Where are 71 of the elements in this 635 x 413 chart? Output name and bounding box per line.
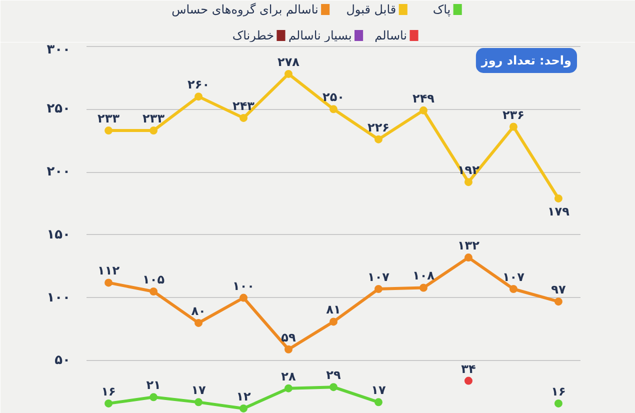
- point: [330, 383, 338, 392]
- point: [284, 70, 293, 78]
- point: [104, 278, 113, 287]
- data-label: ۱۰۰: [232, 278, 255, 293]
- data-label: ۱۷: [191, 383, 207, 398]
- point: [554, 399, 562, 408]
- data-label: ۸۰: [191, 304, 206, 318]
- point: [150, 393, 158, 402]
- point: [150, 126, 158, 135]
- data-label: ۳۴: [461, 362, 476, 376]
- data-label: ۱۰۸: [412, 268, 436, 283]
- point: [194, 318, 203, 327]
- point: [374, 135, 382, 144]
- data-label: ۲۹: [326, 368, 342, 382]
- y-tick-label: ۳۰۰: [46, 42, 71, 58]
- data-label: ۱۶: [101, 384, 116, 398]
- point: [240, 114, 248, 122]
- point: [150, 288, 158, 296]
- legend-label: قابل قبول: [346, 2, 396, 16]
- point: [554, 194, 562, 202]
- point: [104, 126, 113, 135]
- point: [509, 122, 518, 131]
- data-label: ۲۳۳: [142, 112, 166, 126]
- point: [419, 106, 428, 114]
- data-label: ۱۰۵: [142, 272, 165, 287]
- data-label: ۹۷: [551, 282, 566, 297]
- point: [374, 398, 382, 406]
- point: [240, 404, 248, 412]
- data-label: ۲۱: [146, 378, 161, 392]
- point: [330, 318, 338, 326]
- point: [194, 92, 203, 101]
- data-label: ۱۷۹: [547, 204, 570, 218]
- data-label: ۱۳۲: [457, 238, 480, 253]
- legend-label: ناسالم برای گروه‌های حساس: [172, 2, 318, 16]
- point: [284, 384, 293, 392]
- data-label: ۱۱۲: [98, 264, 120, 278]
- point: [284, 345, 293, 354]
- point: [509, 285, 518, 293]
- point: [464, 376, 472, 385]
- point: [464, 178, 472, 186]
- point: [240, 294, 248, 302]
- data-label: ۲۴۹: [412, 91, 436, 106]
- y-tick-label: ۲۵۰: [46, 102, 71, 117]
- data-label: ۲۴۳: [232, 98, 256, 113]
- y-tick-label: ۱۵۰: [46, 227, 71, 242]
- data-label: ۲۲۶: [368, 120, 390, 134]
- point: [194, 398, 203, 406]
- data-label: ۲۳۳: [98, 112, 120, 126]
- data-label: ۲۸: [281, 369, 297, 384]
- data-label: ۱۶: [551, 384, 566, 398]
- point: [554, 298, 562, 306]
- data-label: ۱۷: [371, 383, 386, 398]
- y-tick-label: ۲۰۰: [46, 164, 71, 180]
- point: [374, 285, 382, 293]
- data-label: ۲۳۶: [502, 108, 524, 122]
- annotation: واحد: تعداد روز: [480, 54, 572, 68]
- legend-label: پاک: [432, 2, 451, 16]
- y-tick-label: ۱۰۰: [46, 290, 71, 306]
- data-label: ۲۷۸: [278, 54, 300, 69]
- data-label: ۱۰۷: [502, 270, 526, 284]
- data-label: ۲۶۰: [188, 78, 210, 92]
- point: [464, 254, 472, 262]
- point: [419, 284, 428, 292]
- data-label: ۲۵۰: [322, 90, 344, 104]
- data-label: ۸۱: [326, 302, 341, 317]
- data-label: ۱۰۷: [368, 270, 390, 284]
- data-label: ۵۹: [281, 330, 297, 344]
- y-tick-label: ۵۰: [54, 353, 71, 368]
- data-label: ۱۲: [236, 389, 252, 404]
- point: [330, 105, 338, 114]
- point: [104, 399, 113, 408]
